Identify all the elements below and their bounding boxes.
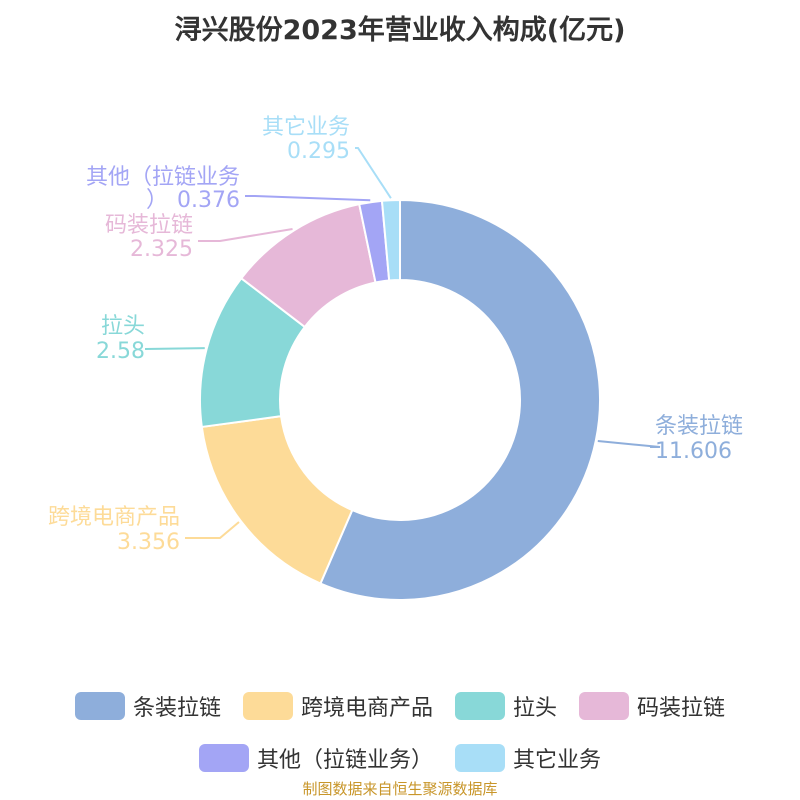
legend-swatch: [198, 744, 249, 772]
leader-line: [198, 227, 293, 242]
legend-item-kuajing[interactable]: 跨境电商产品: [242, 690, 433, 722]
legend-label: 其他（拉链业务）: [256, 748, 433, 773]
donut-slice[interactable]: [319, 198, 601, 601]
slice-label-name: 拉头: [101, 314, 145, 339]
legend-swatch: [242, 692, 293, 720]
legend-swatch: [455, 744, 505, 772]
slice-label-value: 2.58: [96, 339, 145, 364]
slice-label-value: 3.356: [117, 530, 180, 555]
legend-swatch: [455, 692, 505, 720]
slice-label-name: 其它业务: [262, 115, 350, 140]
donut-slice[interactable]: [200, 415, 354, 585]
legend-label: 跨境电商产品: [300, 696, 433, 721]
slice-label-value: 11.606: [655, 439, 732, 464]
legend-row-1: 条装拉链 跨境电商产品 拉头 码装拉链: [0, 686, 800, 726]
legend-item-qita-yewu[interactable]: 其它业务: [455, 742, 601, 774]
chart-title: 浔兴股份2023年营业收入构成(亿元): [174, 15, 626, 46]
legend-item-qita-lalian[interactable]: 其他（拉链业务）: [198, 742, 433, 774]
legend-item-tiaozhuang[interactable]: 条装拉链: [74, 690, 221, 722]
leader-line: [355, 147, 392, 199]
leader-line: [597, 440, 661, 448]
slice-label-value: 0.376: [177, 188, 240, 213]
legend-swatch: [579, 692, 630, 720]
legend-item-latou[interactable]: 拉头: [455, 690, 557, 722]
legend: 条装拉链 跨境电商产品 拉头 码装拉链 其他（拉链业务） 其它业务: [0, 686, 800, 790]
legend-label: 条装拉链: [132, 696, 221, 721]
slice-label-value: 2.325: [130, 237, 193, 262]
legend-swatch: [74, 692, 125, 720]
leader-line: [245, 195, 371, 202]
slice-label-value: 0.295: [287, 139, 350, 164]
donut-slice[interactable]: [380, 198, 401, 282]
legend-label: 码装拉链: [637, 696, 726, 721]
slice-label-name-cont: ）: [146, 188, 168, 213]
slice-label-name: 码装拉链: [105, 213, 193, 238]
slices-group: [199, 198, 601, 601]
slice-label-name: 其他（拉链业务: [86, 165, 240, 190]
slice-label-name: 跨境电商产品: [48, 505, 180, 530]
leader-line: [144, 347, 205, 350]
source-note: 制图数据来自恒生聚源数据库: [302, 780, 498, 798]
legend-label: 拉头: [513, 696, 558, 721]
leader-line: [185, 521, 240, 539]
legend-item-mazhuang[interactable]: 码装拉链: [579, 690, 725, 722]
leader-lines-group: [144, 147, 661, 539]
legend-label: 其它业务: [513, 748, 602, 773]
legend-row-2: 其他（拉链业务） 其它业务: [0, 738, 800, 778]
slice-label-name: 条装拉链: [655, 414, 743, 439]
